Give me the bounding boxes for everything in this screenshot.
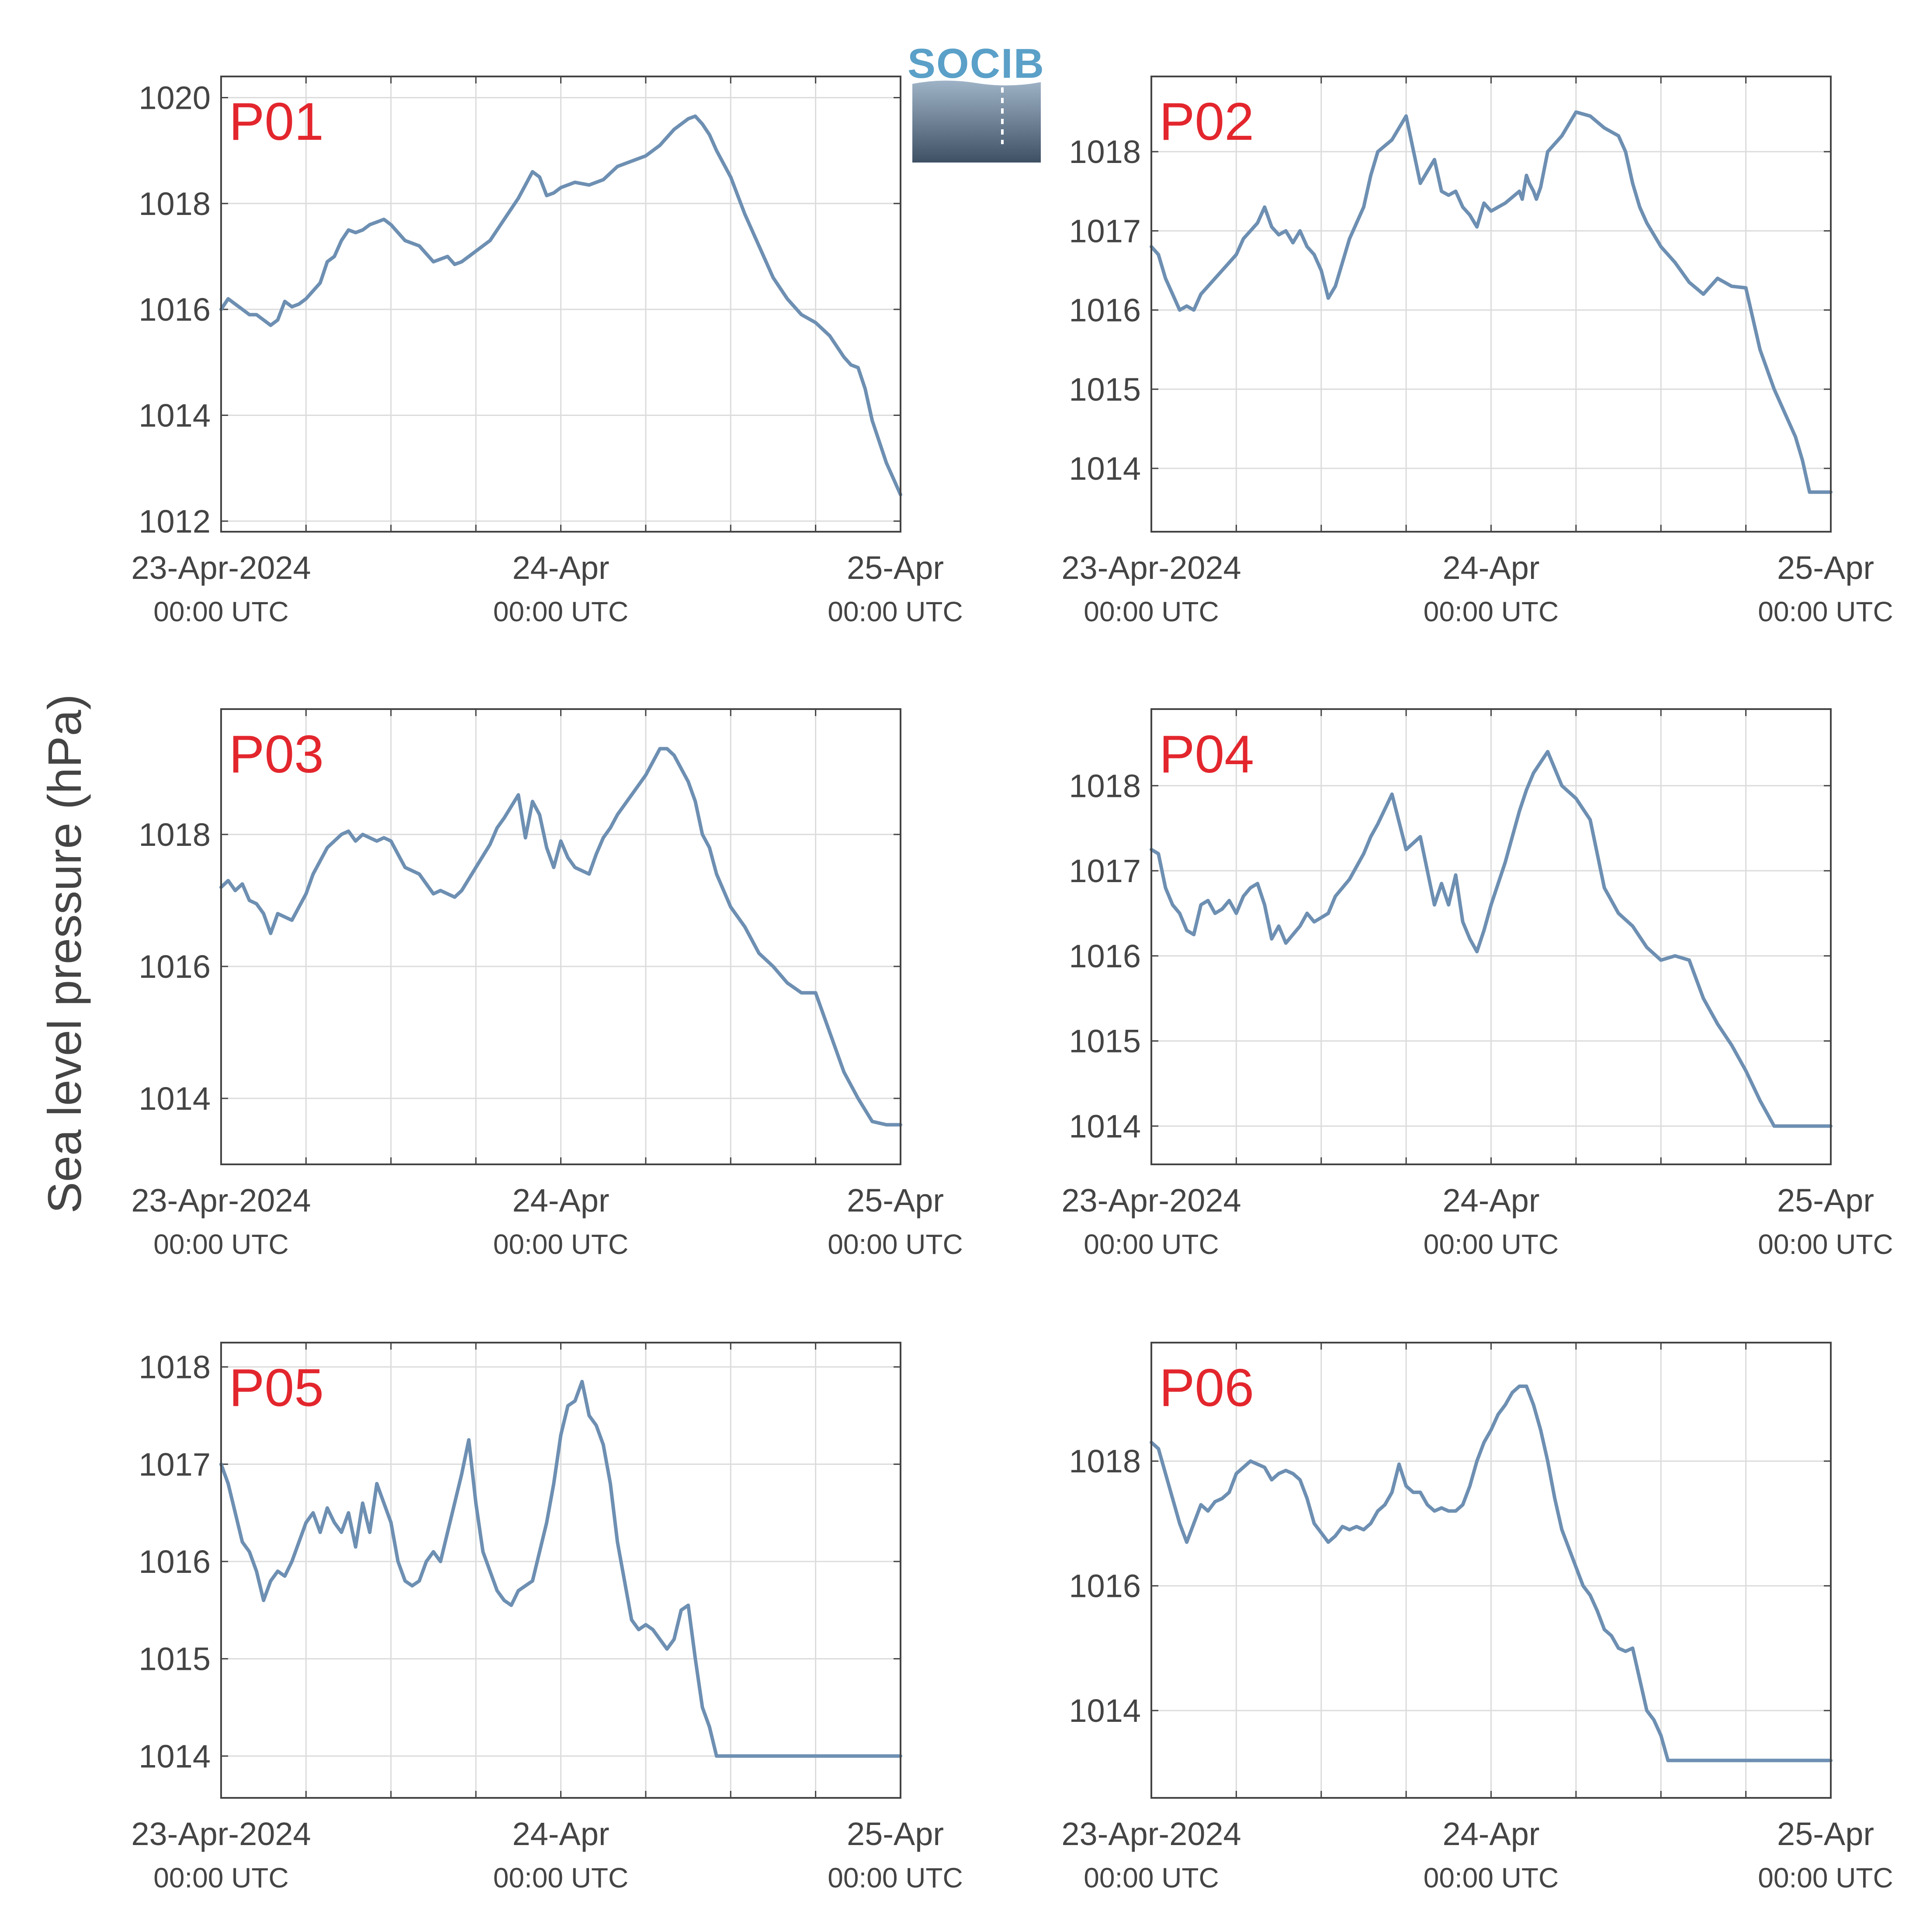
y-tick-label: 1014	[1069, 1108, 1141, 1144]
x-subtick-label: 00:00 UTC	[1084, 1862, 1219, 1894]
x-tick-label: 23-Apr-2024	[131, 1182, 311, 1219]
panel-p03: 1014 1016 1018 23-Apr-2024 00:00 UTC 24-Apr 00…	[131, 708, 963, 1260]
y-axis-title: Sea level pressure (hPa)	[38, 694, 91, 1214]
series-line	[1150, 1384, 1833, 1762]
series-line	[219, 747, 902, 1127]
x-subtick-label: 00:00 UTC	[493, 1229, 628, 1260]
y-tick-label: 1014	[139, 1738, 211, 1774]
x-tick-label: 24-Apr	[512, 550, 609, 586]
plot-frame	[1150, 708, 1832, 1165]
y-tick-label: 1018	[1069, 768, 1141, 804]
x-tick-label: 23-Apr-2024	[131, 550, 311, 586]
y-tick-label: 1016	[139, 949, 211, 985]
x-subtick-label: 00:00 UTC	[1424, 1229, 1559, 1260]
x-tick-label: 25-Apr	[847, 1182, 944, 1219]
x-subtick-label: 00:00 UTC	[1424, 596, 1559, 627]
x-tick-label: 23-Apr-2024	[131, 1816, 311, 1852]
series-line	[1150, 750, 1833, 1128]
x-tick-label: 23-Apr-2024	[1061, 1816, 1241, 1852]
x-subtick-label: 00:00 UTC	[153, 596, 288, 627]
panel-p02: 1014 1015 1016 1017 1018 23-Apr-2024 00:00 UTC…	[1061, 76, 1893, 627]
panel-label: P01	[229, 92, 324, 151]
x-tick-label: 25-Apr	[1777, 550, 1874, 586]
y-tick-label: 1014	[139, 397, 211, 433]
y-tick-label: 1014	[1069, 1693, 1141, 1729]
x-tick-label: 24-Apr	[512, 1182, 609, 1219]
y-tick-label: 1015	[139, 1641, 211, 1677]
x-tick-label: 23-Apr-2024	[1061, 550, 1241, 586]
x-subtick-label: 00:00 UTC	[828, 1229, 963, 1260]
panel-label: P05	[229, 1358, 324, 1417]
y-tick-label: 1016	[1069, 938, 1141, 974]
y-tick-label: 1016	[1069, 1568, 1141, 1604]
panel-p06: 1014 1016 1018 23-Apr-2024 00:00 UTC 24-Apr 00…	[1061, 1342, 1893, 1894]
y-tick-label: 1016	[139, 1544, 211, 1580]
y-tick-label: 1015	[1069, 371, 1141, 408]
x-subtick-label: 00:00 UTC	[1758, 1862, 1893, 1894]
x-subtick-label: 00:00 UTC	[1424, 1862, 1559, 1894]
y-tick-label: 1016	[139, 291, 211, 328]
panel-label: P02	[1159, 92, 1254, 151]
y-tick-label: 1018	[139, 1349, 211, 1385]
panel-p01: 1012 1014 1016 1018 1020 23-Apr-2024 00:00 UTC…	[131, 76, 963, 627]
y-tick-label: 1014	[1069, 450, 1141, 487]
x-subtick-label: 00:00 UTC	[828, 596, 963, 627]
y-tick-label: 1017	[139, 1446, 211, 1482]
y-tick-label: 1014	[139, 1080, 211, 1117]
panel-label: P03	[229, 724, 324, 784]
x-tick-label: 25-Apr	[1777, 1182, 1874, 1219]
x-subtick-label: 00:00 UTC	[493, 596, 628, 627]
x-tick-label: 24-Apr	[1442, 1182, 1539, 1219]
panel-label: P04	[1159, 724, 1254, 784]
x-subtick-label: 00:00 UTC	[828, 1862, 963, 1894]
plot-frame	[220, 1342, 901, 1799]
plot-frame	[1150, 76, 1832, 533]
x-tick-label: 25-Apr	[847, 1816, 944, 1852]
x-subtick-label: 00:00 UTC	[153, 1229, 288, 1260]
plot-frame	[1150, 1342, 1832, 1799]
y-tick-label: 1018	[139, 186, 211, 222]
series-line	[1150, 110, 1833, 494]
panel-p04: 1014 1015 1016 1017 1018 23-Apr-2024 00:00 UTC…	[1061, 708, 1893, 1260]
socib-logo-wave	[912, 80, 1041, 163]
x-tick-label: 23-Apr-2024	[1061, 1182, 1241, 1219]
x-tick-label: 25-Apr	[1777, 1816, 1874, 1852]
y-tick-label: 1017	[1069, 213, 1141, 249]
socib-logo: SOCIB	[908, 40, 1045, 163]
series-line	[219, 114, 902, 497]
panel-label: P06	[1159, 1358, 1254, 1417]
y-tick-label: 1012	[139, 503, 211, 540]
y-tick-label: 1018	[1069, 1443, 1141, 1479]
x-subtick-label: 00:00 UTC	[1084, 596, 1219, 627]
x-subtick-label: 00:00 UTC	[1084, 1229, 1219, 1260]
panel-p05: 1014 1015 1016 1017 1018 23-Apr-2024 00:00 UTC…	[131, 1342, 963, 1894]
plot-frame	[220, 708, 901, 1165]
y-tick-label: 1016	[1069, 292, 1141, 329]
x-subtick-label: 00:00 UTC	[153, 1862, 288, 1894]
plot-frame	[220, 76, 901, 533]
y-tick-label: 1017	[1069, 853, 1141, 889]
x-tick-label: 25-Apr	[847, 550, 944, 586]
socib-logo-text: SOCIB	[908, 40, 1045, 87]
y-tick-label: 1018	[1069, 134, 1141, 170]
series-line	[219, 1380, 902, 1758]
x-subtick-label: 00:00 UTC	[1758, 1229, 1893, 1260]
x-tick-label: 24-Apr	[1442, 550, 1539, 586]
y-tick-label: 1015	[1069, 1023, 1141, 1059]
y-tick-label: 1018	[139, 817, 211, 853]
x-tick-label: 24-Apr	[1442, 1816, 1539, 1852]
y-tick-label: 1020	[139, 80, 211, 116]
x-subtick-label: 00:00 UTC	[493, 1862, 628, 1894]
x-tick-label: 24-Apr	[512, 1816, 609, 1852]
x-subtick-label: 00:00 UTC	[1758, 596, 1893, 627]
